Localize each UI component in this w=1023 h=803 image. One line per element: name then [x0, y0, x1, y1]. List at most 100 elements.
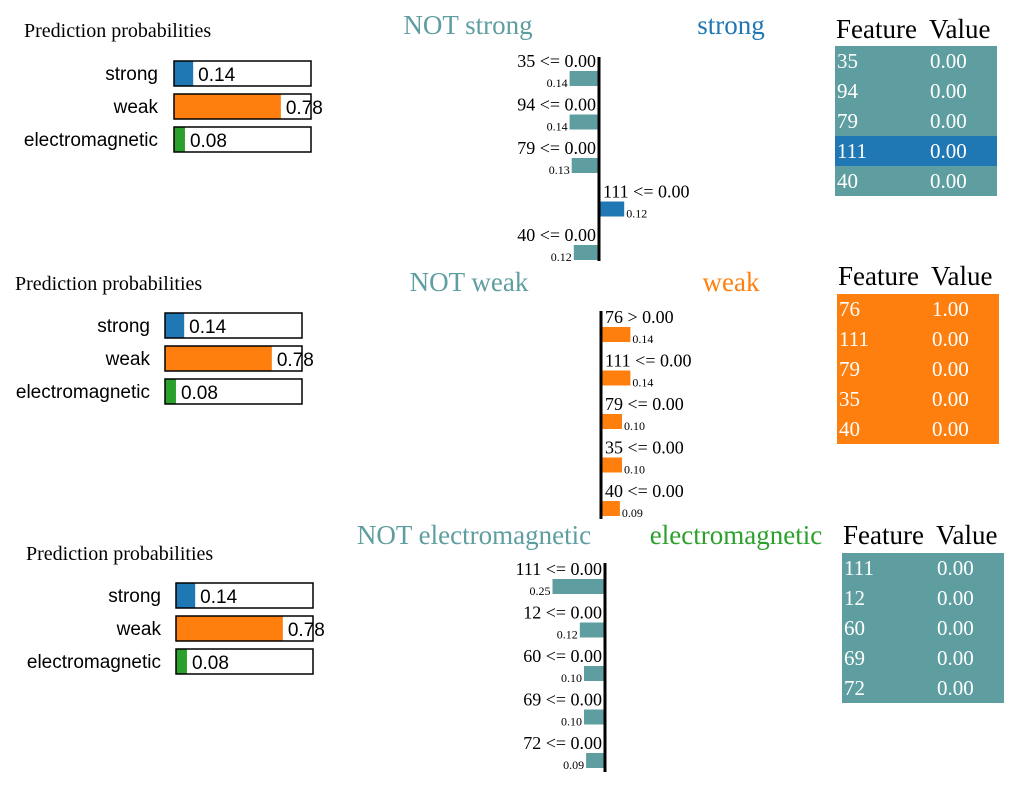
probability-bar: [165, 379, 176, 404]
table-cell-feature: 79: [839, 357, 860, 381]
table-header-feature: Feature: [836, 14, 917, 44]
table-row: [837, 384, 999, 414]
table-cell-feature: 69: [844, 646, 865, 670]
feature-condition-label: 94 <= 0.00: [517, 95, 596, 115]
feature-weight-bar: [584, 666, 605, 681]
class-label: strong: [97, 316, 150, 337]
table-cell-value: 0.00: [937, 676, 974, 700]
class-title: strong: [697, 10, 765, 40]
probability-bar: [176, 616, 283, 641]
probability-value: 0.78: [286, 98, 323, 119]
feature-condition-label: 111 <= 0.00: [605, 351, 691, 371]
class-label: electromagnetic: [24, 130, 158, 151]
feature-condition-label: 40 <= 0.00: [605, 481, 684, 501]
probability-value: 0.08: [181, 383, 218, 404]
feature-condition-label: 40 <= 0.00: [517, 225, 596, 245]
feature-condition-label: 35 <= 0.00: [605, 438, 684, 458]
table-cell-value: 0.00: [930, 109, 967, 133]
feature-value-table: Feature Value 35 0.00 94 0.00 79 0.00 111 0.00 40 0…: [835, 14, 997, 196]
feature-condition-label: 72 <= 0.00: [523, 733, 602, 753]
table-cell-feature: 40: [837, 169, 858, 193]
prediction-probabilities-panel: Prediction probabilities strong 0.14 weak 0.…: [24, 20, 323, 153]
table-row: [842, 553, 1004, 583]
table-cell-value: 0.00: [932, 387, 969, 411]
table-cell-feature: 76: [839, 297, 860, 321]
feature-weight-value: 0.10: [624, 419, 645, 433]
table-cell-value: 0.00: [932, 417, 969, 441]
feature-condition-label: 12 <= 0.00: [523, 603, 602, 623]
feature-weight-bar: [579, 622, 605, 638]
feature-weight-value: 0.13: [549, 163, 570, 177]
probability-bar-outline: [164, 378, 303, 405]
table-row: [835, 166, 997, 196]
table-header-feature: Feature: [843, 520, 924, 550]
probability-bar-outline: [175, 582, 314, 609]
probability-bar: [174, 61, 194, 86]
feature-weight-bar: [601, 501, 620, 516]
feature-weight-bar: [571, 158, 599, 173]
table-cell-feature: 111: [844, 556, 874, 580]
feature-weight-value: 0.14: [547, 76, 568, 90]
prediction-probabilities-panel: Prediction probabilities strong 0.14 weak 0.…: [15, 273, 314, 405]
feature-weight-bar: [569, 114, 599, 130]
table-header-feature: Feature: [838, 261, 919, 291]
feature-weight-value: 0.12: [551, 250, 572, 264]
table-cell-value: 1.00: [932, 297, 969, 321]
feature-weights-panel: NOT weak weak 76 > 0.00 0.14 111 <= 0.00 0.14…: [410, 267, 760, 520]
table-cell-value: 0.00: [932, 357, 969, 381]
feature-weight-value: 0.09: [563, 758, 584, 772]
feature-weight-value: 0.12: [557, 628, 578, 642]
feature-weight-value: 0.14: [632, 332, 653, 346]
not-class-title: NOT strong: [403, 10, 532, 40]
table-cell-value: 0.00: [937, 556, 974, 580]
feature-weight-bar: [601, 370, 631, 386]
table-cell-value: 0.00: [930, 169, 967, 193]
table-row: [842, 613, 1004, 643]
feature-condition-label: 60 <= 0.00: [523, 646, 602, 666]
feature-weight-value: 0.14: [632, 376, 653, 390]
table-row: [837, 324, 999, 354]
feature-weights-panel: NOT strong strong 35 <= 0.00 0.14 94 <= 0.00…: [403, 10, 764, 264]
feature-weight-bar: [586, 753, 605, 768]
feature-weight-value: 0.09: [622, 506, 643, 520]
feature-weight-bar: [601, 414, 622, 429]
feature-condition-label: 111 <= 0.00: [516, 559, 602, 579]
feature-value-table: Feature Value 111 0.00 12 0.00 60 0.00 69 0.00 72 0…: [842, 520, 1004, 703]
probability-value: 0.78: [288, 620, 325, 641]
probability-value: 0.14: [198, 65, 235, 86]
table-row: [837, 414, 999, 444]
not-class-title: NOT weak: [410, 267, 529, 297]
class-label: strong: [108, 586, 161, 607]
table-cell-value: 0.00: [930, 139, 967, 163]
table-header-value: Value: [929, 14, 990, 44]
feature-weight-bar: [573, 245, 599, 260]
class-label: weak: [105, 349, 151, 370]
feature-weight-value: 0.10: [624, 463, 645, 477]
probability-bar: [165, 346, 272, 371]
probability-bar-outline: [175, 648, 314, 675]
probability-bar-outline: [173, 93, 312, 120]
probability-bar: [174, 127, 185, 152]
feature-weight-bar: [569, 71, 599, 86]
table-cell-feature: 35: [837, 49, 858, 73]
probability-bar: [176, 583, 196, 608]
probability-value: 0.08: [192, 653, 229, 674]
probability-bar: [174, 94, 281, 119]
table-cell-feature: 60: [844, 616, 865, 640]
table-header-value: Value: [931, 261, 992, 291]
probability-value: 0.14: [200, 587, 237, 608]
feature-condition-label: 79 <= 0.00: [517, 138, 596, 158]
class-label: strong: [105, 64, 158, 85]
class-label: weak: [116, 619, 162, 640]
probability-value: 0.14: [189, 317, 226, 338]
table-row: [835, 46, 997, 76]
prediction-probabilities-title: Prediction probabilities: [24, 20, 211, 42]
table-cell-value: 0.00: [937, 646, 974, 670]
feature-weight-value: 0.10: [561, 715, 582, 729]
table-cell-feature: 94: [837, 79, 859, 103]
prediction-probabilities-title: Prediction probabilities: [26, 543, 213, 565]
feature-condition-label: 35 <= 0.00: [517, 51, 596, 71]
table-cell-feature: 111: [839, 327, 869, 351]
table-cell-value: 0.00: [937, 616, 974, 640]
